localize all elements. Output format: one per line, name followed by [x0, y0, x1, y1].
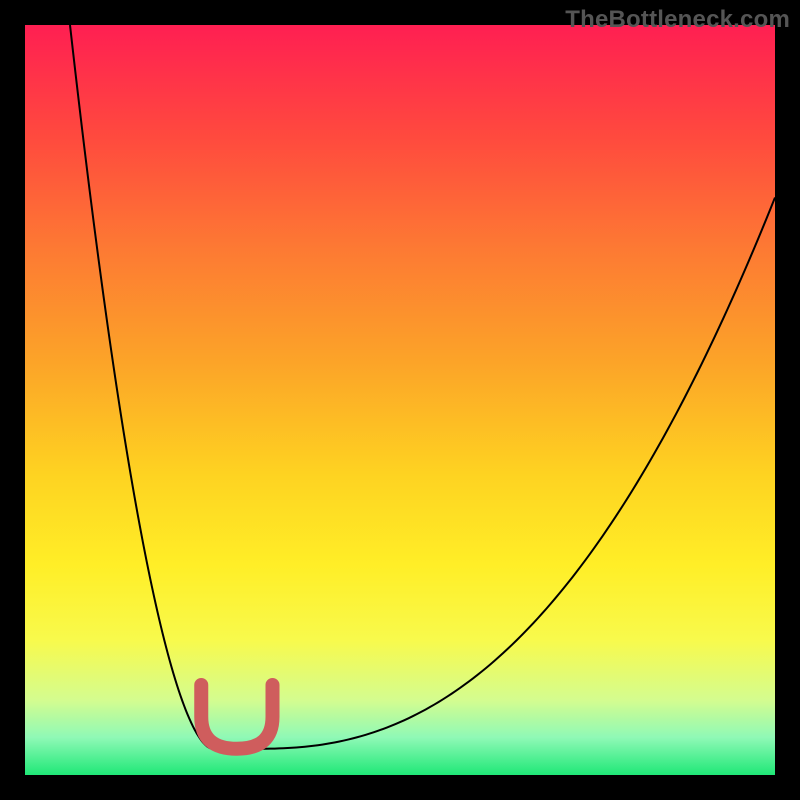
bottleneck-chart: [0, 0, 800, 800]
watermark-text: TheBottleneck.com: [565, 6, 790, 34]
chart-stage: TheBottleneck.com: [0, 0, 800, 800]
gradient-background: [25, 25, 775, 775]
